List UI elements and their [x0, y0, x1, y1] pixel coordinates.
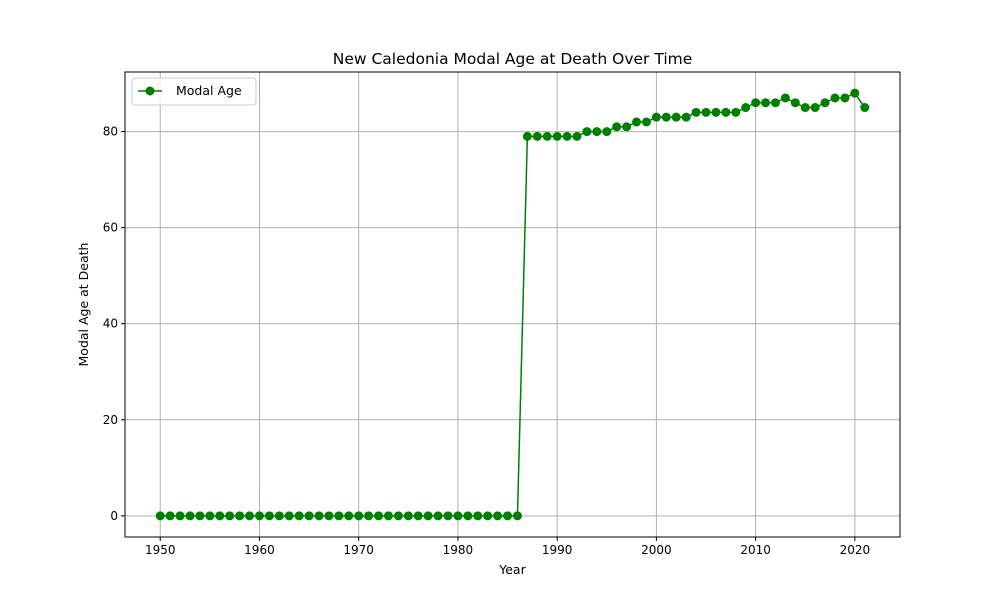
data-point: [284, 511, 294, 521]
data-point: [671, 112, 681, 122]
x-tick-label: 1990: [542, 543, 573, 557]
x-tick-label: 2010: [740, 543, 771, 557]
data-point: [780, 93, 790, 103]
data-point: [155, 511, 165, 521]
data-point: [572, 131, 582, 141]
data-point: [443, 511, 453, 521]
data-point: [503, 511, 513, 521]
data-point: [423, 511, 433, 521]
data-point: [473, 511, 483, 521]
x-tick-label: 1970: [343, 543, 374, 557]
data-point: [622, 122, 632, 132]
data-point: [383, 511, 393, 521]
plot-area-frame: [124, 71, 901, 538]
data-point: [830, 93, 840, 103]
x-tick-label: 1950: [145, 543, 176, 557]
data-point: [632, 117, 642, 127]
data-point: [393, 511, 403, 521]
data-point: [552, 131, 562, 141]
data-point: [165, 511, 175, 521]
data-point: [820, 98, 830, 108]
data-point: [493, 511, 503, 521]
legend-label: Modal Age: [176, 83, 242, 98]
x-tick-label: 2020: [840, 543, 871, 557]
x-tick-label: 1960: [244, 543, 275, 557]
data-point: [364, 511, 374, 521]
data-point: [592, 127, 602, 137]
data-point: [751, 98, 761, 108]
data-point: [245, 511, 255, 521]
data-point: [641, 117, 651, 127]
data-point: [741, 103, 751, 113]
y-tick-label: 20: [103, 413, 118, 427]
data-point: [433, 511, 443, 521]
data-point: [175, 511, 185, 521]
data-point: [195, 511, 205, 521]
data-point: [761, 98, 771, 108]
data-point: [701, 107, 711, 117]
data-point: [602, 127, 612, 137]
data-point: [840, 93, 850, 103]
data-point: [612, 122, 622, 132]
legend: Modal Age: [131, 77, 257, 106]
data-point: [770, 98, 780, 108]
data-point: [582, 127, 592, 137]
series-layer: [155, 88, 870, 521]
data-point: [354, 511, 364, 521]
y-tick-label: 40: [103, 317, 118, 331]
data-point: [562, 131, 572, 141]
y-tick-label: 60: [103, 221, 118, 235]
data-point: [512, 511, 522, 521]
x-tick-label: 1980: [443, 543, 474, 557]
data-point: [294, 511, 304, 521]
data-point: [711, 107, 721, 117]
data-point: [860, 103, 870, 113]
legend-marker-swatch: [145, 86, 155, 96]
data-point: [681, 112, 691, 122]
data-point: [651, 112, 661, 122]
data-point: [254, 511, 264, 521]
data-point: [483, 511, 493, 521]
x-axis-label: Year: [498, 562, 526, 577]
data-point: [453, 511, 463, 521]
data-point: [532, 131, 542, 141]
data-point: [215, 511, 225, 521]
data-point: [374, 511, 384, 521]
data-point: [691, 107, 701, 117]
data-point: [334, 511, 344, 521]
data-point: [522, 131, 532, 141]
data-point: [314, 511, 324, 521]
data-point: [661, 112, 671, 122]
data-point: [235, 511, 245, 521]
data-point: [324, 511, 334, 521]
data-point: [344, 511, 354, 521]
y-tick-label: 80: [103, 125, 118, 139]
data-point: [264, 511, 274, 521]
data-point: [274, 511, 284, 521]
data-point: [731, 107, 741, 117]
data-point: [810, 103, 820, 113]
data-point: [790, 98, 800, 108]
data-point: [403, 511, 413, 521]
data-point: [413, 511, 423, 521]
axis-ticks: 1950 1960 1970 1980 1990 2000 2010 2020 0 20 40 60 8…: [103, 125, 870, 557]
data-point: [225, 511, 235, 521]
data-point: [304, 511, 314, 521]
data-point: [205, 511, 215, 521]
data-point: [542, 131, 552, 141]
data-point: [463, 511, 473, 521]
data-point: [800, 103, 810, 113]
x-tick-label: 2000: [641, 543, 672, 557]
y-tick-label: 0: [110, 509, 118, 523]
data-point: [850, 88, 860, 98]
legend-box: [131, 77, 257, 106]
data-point: [185, 511, 195, 521]
chart-title: New Caledonia Modal Age at Death Over Ti…: [333, 50, 693, 68]
data-point: [721, 107, 731, 117]
y-axis-label: Modal Age at Death: [76, 243, 91, 367]
